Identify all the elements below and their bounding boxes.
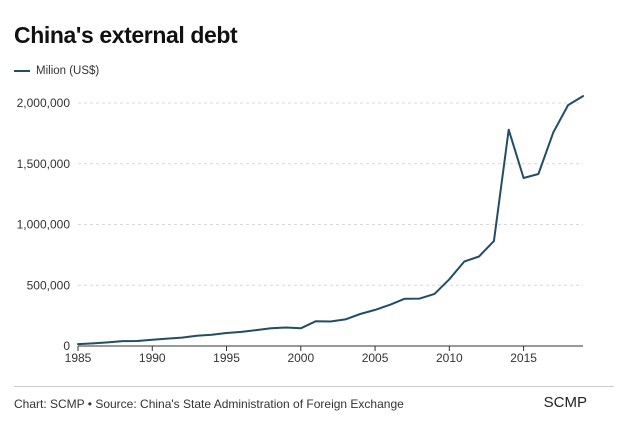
footer-divider <box>14 386 614 387</box>
x-tick-label: 2010 <box>436 351 463 365</box>
chart-title: China's external debt <box>14 22 238 48</box>
source-note: Chart: SCMP • Source: China's State Admi… <box>14 397 404 411</box>
x-tick-label: 1985 <box>65 351 92 365</box>
x-tick-label: 2015 <box>510 351 537 365</box>
y-tick-label: 500,000 <box>27 278 71 292</box>
y-tick-label: 1,500,000 <box>17 157 71 171</box>
brand-label: SCMP <box>543 394 587 411</box>
legend-label: Milion (US$) <box>36 65 100 77</box>
x-tick-label: 2000 <box>287 351 314 365</box>
x-tick-label: 2005 <box>362 351 389 365</box>
line-chart: 0 500,000 1,000,000 1,500,000 2,000,000 1985 1… <box>17 95 584 365</box>
y-tick-label: 1,000,000 <box>17 218 71 232</box>
x-tick-label: 1990 <box>139 351 166 365</box>
legend: Milion (US$) <box>14 65 99 77</box>
legend-swatch <box>14 70 30 72</box>
x-tick-label: 1995 <box>213 351 240 365</box>
y-tick-label: 2,000,000 <box>17 96 71 110</box>
y-tick-label: 0 <box>63 339 70 353</box>
series-line <box>77 95 584 346</box>
